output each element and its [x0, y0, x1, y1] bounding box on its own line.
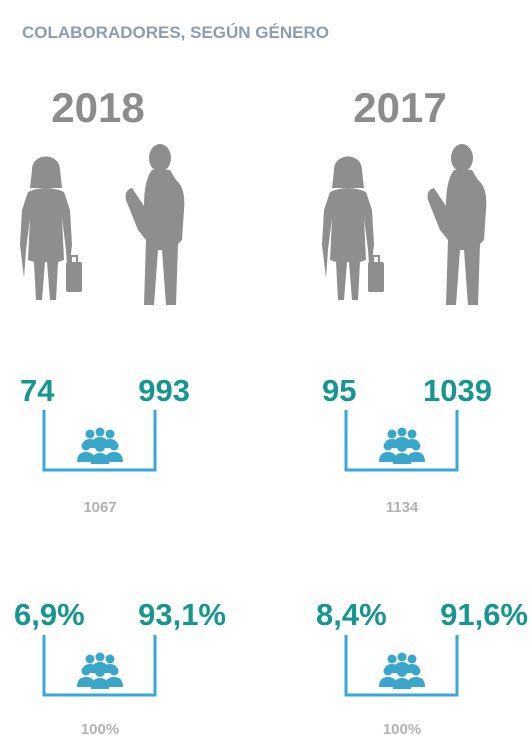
women-count: 74 — [20, 373, 55, 408]
men-pct: 91,6% — [440, 597, 528, 632]
woman-figure — [20, 157, 82, 301]
total-pct: 100% — [383, 721, 421, 738]
people-icon — [379, 653, 425, 690]
year: 2018 — [51, 84, 144, 131]
women-pct: 8,4% — [316, 597, 387, 632]
man-figure — [428, 144, 487, 305]
woman-figure — [322, 157, 384, 301]
infographic: COLABORADORES, SEGÚN GÉNERO 2018 74 993 106… — [0, 0, 530, 738]
year: 2017 — [353, 84, 446, 131]
men-pct: 93,1% — [138, 597, 226, 632]
women-pct: 6,9% — [14, 597, 85, 632]
man-figure — [126, 144, 185, 305]
men-count: 993 — [138, 373, 190, 408]
title: COLABORADORES, SEGÚN GÉNERO — [22, 23, 329, 42]
total-count: 1134 — [386, 499, 419, 516]
women-count: 95 — [322, 373, 356, 408]
people-icon — [379, 428, 425, 465]
total-count: 1067 — [83, 499, 116, 516]
people-icon — [77, 428, 123, 465]
men-count: 1039 — [423, 373, 492, 408]
total-pct: 100% — [81, 721, 119, 738]
people-icon — [77, 653, 123, 690]
